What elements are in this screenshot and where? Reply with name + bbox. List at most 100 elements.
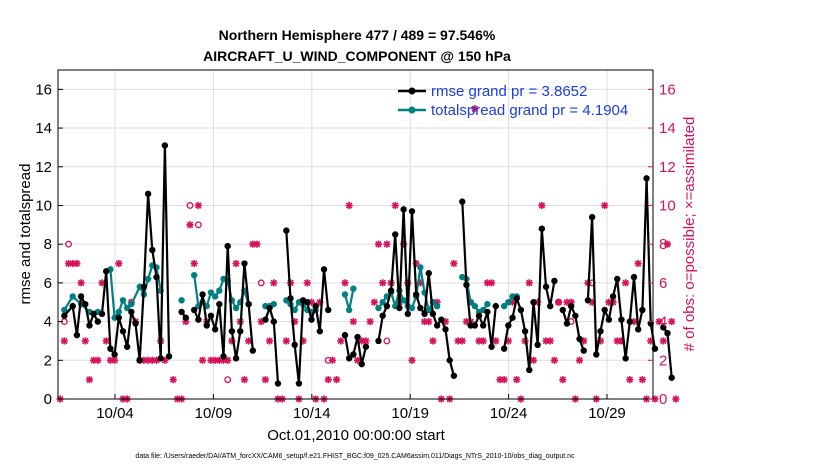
obs-assimilated-marker [349, 317, 357, 326]
rmse-point [584, 297, 592, 304]
y-axis-left-label: rmse and totalspread [17, 164, 34, 305]
rmse-point [136, 357, 143, 364]
obs-assimilated-marker [303, 279, 311, 287]
y-left-tick-label: 16 [35, 81, 52, 98]
totalspread-point [505, 299, 512, 306]
obs-assimilated-marker [198, 356, 207, 364]
totalspread-point [190, 271, 198, 279]
obs-assimilated-marker [253, 240, 261, 248]
rmse-point [576, 335, 583, 343]
totalspread-point [484, 300, 491, 308]
obs-assimilated-marker [81, 337, 89, 345]
rmse-point [90, 310, 97, 318]
rmse-point [392, 231, 399, 238]
totalspread-point [144, 275, 152, 283]
rmse-point [350, 351, 357, 358]
rmse-point [668, 374, 675, 381]
obs-assimilated-marker [513, 376, 521, 384]
obs-assimilated-marker [622, 279, 630, 287]
totalspread-point [207, 289, 215, 296]
y-right-tick-label: 6 [659, 275, 667, 292]
obs-assimilated-marker [77, 279, 85, 287]
obs-assimilated-marker [487, 279, 496, 287]
rmse-point [224, 242, 231, 250]
obs-assimilated-marker [479, 337, 487, 345]
totalspread-point [500, 302, 508, 310]
y-left-tick-label: 14 [35, 120, 52, 137]
totalspread-point [345, 306, 353, 314]
obs-possible-marker [224, 376, 232, 384]
obs-assimilated-marker [492, 337, 500, 345]
y-axis-right-label: # of obs: o=possible; ×=assimilated [681, 117, 698, 352]
rmse-point [82, 300, 89, 308]
rmse-point [115, 314, 122, 321]
obs-assimilated-marker [111, 356, 119, 364]
rmse-point [61, 312, 68, 319]
rmse-point [283, 227, 290, 234]
totalspread-point [61, 306, 68, 314]
obs-assimilated-marker [366, 317, 374, 326]
rmse-point [220, 353, 227, 360]
rmse-point [622, 355, 629, 362]
rmse-point [639, 306, 646, 314]
legend-rmse-marker [408, 87, 416, 95]
rmse-point [605, 316, 613, 323]
rmse-point [660, 324, 667, 331]
rmse-point [551, 277, 558, 285]
obs-assimilated-marker [190, 259, 198, 268]
obs-possible-marker [383, 337, 391, 345]
rmse-point [475, 312, 483, 319]
rmse-point [69, 302, 76, 310]
obs-assimilated-marker [383, 240, 391, 248]
obs-assimilated-marker [634, 259, 642, 268]
rmse-point [73, 331, 81, 339]
y-axis-left-ticks: 0 2 4 6 8 10 12 14 16 [35, 81, 63, 408]
chart-title-line1: Northern Hemisphere 477 / 489 = 97.546% [219, 27, 496, 43]
rmse-point [157, 355, 164, 362]
rmse-point [425, 270, 432, 277]
rmse-point [232, 355, 240, 362]
obs-assimilated-marker [663, 240, 672, 248]
obs-assimilated-marker [370, 298, 378, 306]
rmse-point [228, 328, 236, 335]
rmse-point [287, 295, 294, 302]
rmse-point [459, 198, 466, 205]
rmse-point [626, 318, 634, 325]
obs-assimilated-marker [655, 317, 663, 326]
rmse-point [123, 343, 131, 350]
totalspread-point [417, 264, 424, 271]
obs-assimilated-marker [345, 201, 353, 210]
rmse-point [203, 322, 210, 329]
rmse-point [630, 273, 638, 281]
obs-assimilated-marker [529, 356, 538, 364]
totalspread-point [178, 297, 185, 304]
x-axis-label: Oct.01,2010 00:00:00 start [267, 427, 445, 444]
y-right-tick-label: 12 [659, 159, 676, 176]
rmse-point [161, 142, 169, 149]
rmse-point [438, 316, 445, 323]
rmse-point [601, 306, 608, 314]
obs-assimilated-marker [362, 337, 370, 345]
obs-assimilated-marker [265, 337, 274, 345]
rmse-point [567, 302, 575, 310]
rmse-point [505, 322, 512, 329]
obs-assimilated-marker [638, 376, 646, 384]
y-right-tick-label: 4 [659, 314, 667, 331]
rmse-point [412, 291, 420, 298]
obs-assimilated-marker [525, 279, 533, 287]
rmse-point [111, 351, 118, 358]
obs-assimilated-marker [73, 259, 81, 268]
obs-assimilated-marker [102, 337, 110, 345]
obs-assimilated-marker [85, 376, 94, 384]
rmse-point [308, 316, 315, 323]
rmse-point [98, 310, 106, 318]
rmse-point [521, 328, 529, 335]
rmse-point [446, 357, 453, 364]
y-left-tick-label: 4 [44, 314, 52, 331]
y-left-tick-label: 12 [35, 159, 52, 176]
rmse-point [509, 314, 516, 321]
rmse-point [559, 306, 566, 314]
totalspread-point [270, 300, 277, 308]
rmse-point [421, 310, 428, 318]
rmse-point [295, 380, 303, 387]
